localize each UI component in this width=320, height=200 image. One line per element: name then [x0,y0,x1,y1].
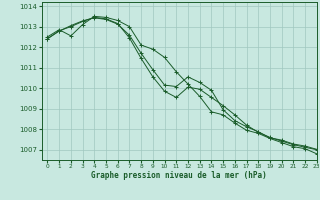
X-axis label: Graphe pression niveau de la mer (hPa): Graphe pression niveau de la mer (hPa) [91,171,267,180]
